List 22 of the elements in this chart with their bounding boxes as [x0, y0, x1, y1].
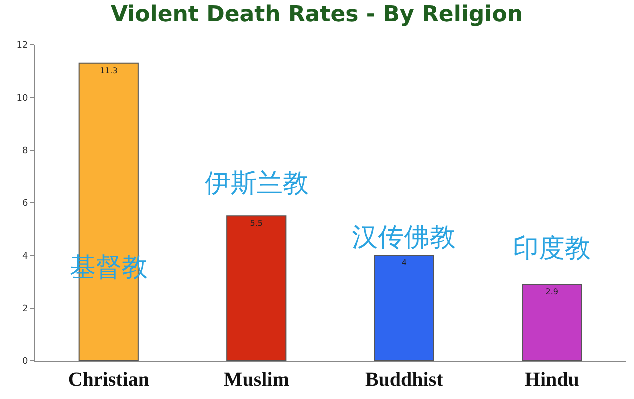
- x-tick-label: Christian: [68, 369, 150, 391]
- y-tick-label: 8: [22, 146, 28, 156]
- x-tick-label: Hindu: [524, 369, 580, 391]
- y-tick-label: 0: [22, 357, 28, 368]
- x-tick-label: Buddhist: [365, 369, 444, 391]
- y-tick-label: 12: [16, 41, 28, 52]
- y-tick-label: 2: [22, 304, 28, 314]
- annotation: 印度教: [513, 234, 591, 264]
- x-tick-label: Muslim: [224, 369, 290, 391]
- annotation: 伊斯兰教: [205, 169, 309, 199]
- bar: [374, 255, 434, 361]
- data-label: 5.5: [250, 219, 263, 228]
- y-tick-label: 6: [22, 199, 28, 210]
- annotation: 汉传佛教: [352, 223, 456, 253]
- data-label: 11.3: [100, 66, 118, 76]
- y-tick-label: 4: [22, 252, 28, 262]
- data-label: 2.9: [546, 288, 558, 297]
- y-tick-label: 10: [16, 94, 28, 104]
- chart-title: Violent Death Rates - By Religion: [110, 2, 524, 28]
- bar: [522, 284, 582, 361]
- bar: [226, 216, 287, 361]
- data-label: 4: [402, 258, 407, 268]
